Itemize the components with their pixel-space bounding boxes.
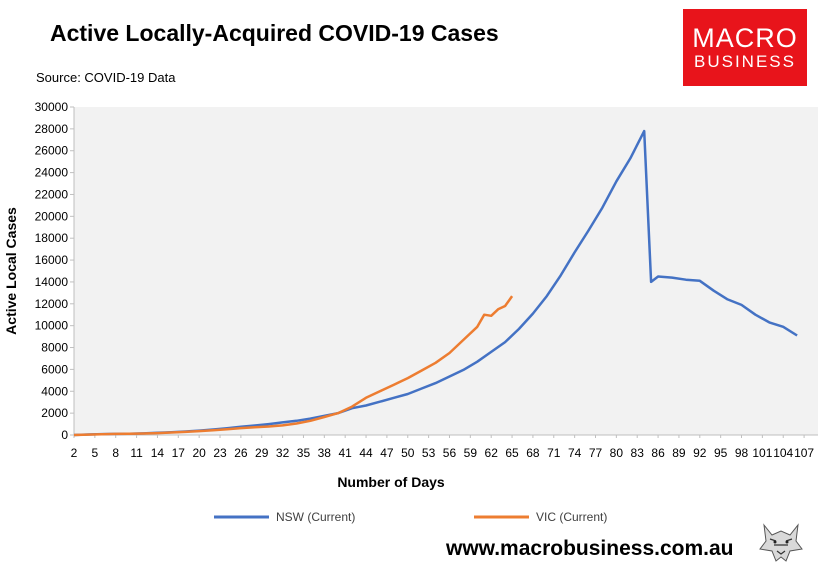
chart-title: Active Locally-Acquired COVID-19 Cases: [50, 20, 499, 46]
plot-area: [74, 107, 818, 435]
y-tick-label: 26000: [35, 144, 69, 158]
x-tick-label: 17: [172, 446, 186, 460]
x-tick-label: 62: [485, 446, 499, 460]
x-tick-label: 29: [255, 446, 269, 460]
y-tick-label: 16000: [35, 253, 69, 267]
x-tick-label: 35: [297, 446, 311, 460]
x-axis-title: Number of Days: [337, 474, 445, 490]
x-tick-label: 50: [401, 446, 415, 460]
footer-url[interactable]: www.macrobusiness.com.au: [446, 537, 734, 560]
x-tick-label: 74: [568, 446, 582, 460]
y-tick-label: 30000: [35, 100, 69, 114]
x-tick-label: 92: [693, 446, 707, 460]
x-tick-label: 32: [276, 446, 290, 460]
x-tick-label: 68: [526, 446, 540, 460]
y-tick-label: 28000: [35, 122, 69, 136]
x-tick-label: 56: [443, 446, 457, 460]
y-tick-label: 10000: [35, 319, 69, 333]
legend-label-vic: VIC (Current): [536, 510, 607, 524]
y-tick-label: 0: [61, 428, 68, 442]
x-tick-label: 77: [589, 446, 603, 460]
y-tick-label: 4000: [41, 384, 68, 398]
x-tick-label: 98: [735, 446, 749, 460]
x-tick-label: 65: [505, 446, 519, 460]
x-tick-label: 59: [464, 446, 478, 460]
x-tick-label: 53: [422, 446, 436, 460]
x-tick-label: 41: [338, 446, 352, 460]
wolf-icon: [758, 521, 804, 563]
x-tick-label: 20: [192, 446, 206, 460]
x-tick-label: 38: [318, 446, 332, 460]
x-tick-label: 26: [234, 446, 248, 460]
x-tick-label: 47: [380, 446, 394, 460]
x-tick-label: 83: [631, 446, 645, 460]
x-tick-label: 107: [794, 446, 814, 460]
x-tick-label: 14: [151, 446, 165, 460]
series-line-vic: [73, 295, 514, 437]
y-tick-label: 24000: [35, 166, 69, 180]
x-tick-label: 5: [92, 446, 99, 460]
x-tick-label: 101: [752, 446, 772, 460]
y-tick-label: 22000: [35, 187, 69, 201]
x-tick-label: 86: [651, 446, 665, 460]
chart-source: Source: COVID-19 Data: [36, 70, 176, 85]
x-tick-label: 104: [773, 446, 793, 460]
x-tick-label: 95: [714, 446, 728, 460]
x-tick-label: 8: [112, 446, 119, 460]
y-tick-label: 12000: [35, 297, 69, 311]
x-tick-label: 71: [547, 446, 561, 460]
y-axis-title: Active Local Cases: [3, 207, 19, 335]
line-chart: 0 2000 4000 6000 8000 10000 12000 14000 16000 180…: [3, 100, 818, 524]
y-tick-label: 6000: [41, 362, 68, 376]
logo-line-1: MACRO: [692, 22, 798, 53]
logo-line-2: BUSINESS: [694, 51, 796, 71]
macrobusiness-logo[interactable]: MACRO BUSINESS: [683, 9, 807, 86]
x-tick-label: 2: [71, 446, 78, 460]
y-tick-label: 14000: [35, 275, 69, 289]
y-tick-label: 18000: [35, 231, 69, 245]
y-tick-label: 20000: [35, 209, 69, 223]
x-tick-label: 89: [672, 446, 686, 460]
y-tick-label: 8000: [41, 341, 68, 355]
y-tick-label: 2000: [41, 406, 68, 420]
x-tick-label: 23: [213, 446, 227, 460]
x-tick-label: 44: [359, 446, 373, 460]
legend-label-nsw: NSW (Current): [276, 510, 355, 524]
x-tick-label: 11: [130, 446, 143, 460]
x-tick-label: 80: [610, 446, 624, 460]
